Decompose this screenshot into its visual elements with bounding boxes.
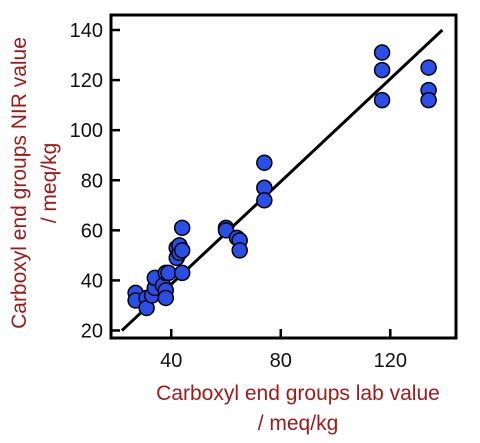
fit-line	[120, 28, 444, 332]
y-tick-label: 40	[81, 270, 103, 292]
y-axis-unit: / meq/kg	[38, 143, 61, 224]
x-axis-title: Carboxyl end groups lab value	[156, 382, 440, 405]
data-point	[173, 219, 191, 237]
x-axis-unit: / meq/kg	[258, 412, 339, 435]
plot-frame	[109, 13, 458, 340]
data-point	[420, 91, 437, 109]
x-tick-label: 80	[270, 350, 292, 372]
data-point	[373, 44, 391, 61]
data-point	[173, 242, 191, 259]
data-point	[160, 264, 177, 282]
y-tick-label: 140	[70, 20, 103, 42]
data-point	[256, 154, 273, 171]
x-tick-label: 120	[374, 350, 407, 372]
data-point	[231, 242, 248, 259]
data-point	[256, 192, 273, 209]
data-point	[173, 264, 191, 282]
y-tick-label: 100	[70, 120, 103, 142]
y-tick-label: 120	[70, 70, 103, 92]
y-axis-title: Carboxyl end groups NIR value	[8, 37, 31, 329]
x-tick-label: 40	[160, 350, 182, 372]
data-point	[157, 289, 175, 307]
y-tick-label: 80	[81, 170, 103, 192]
data-point	[373, 61, 391, 79]
y-tick-label: 20	[81, 320, 103, 342]
data-point	[373, 91, 391, 109]
data-point	[420, 59, 437, 76]
y-tick-label: 60	[81, 220, 103, 242]
